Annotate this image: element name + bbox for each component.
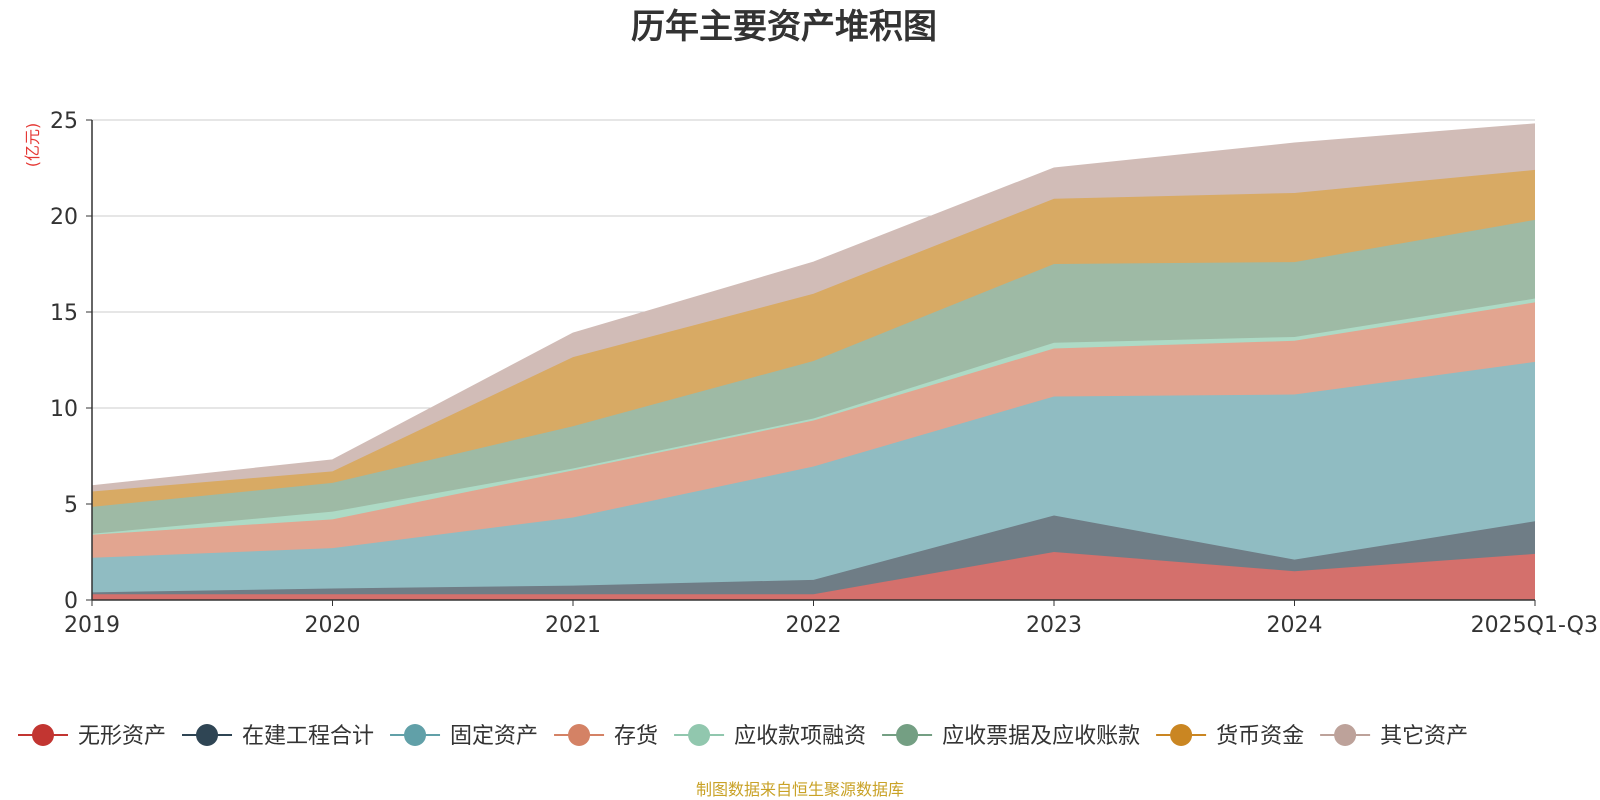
legend-marker-3 [568,724,591,746]
area-series-7 [92,123,1535,492]
legend-label-4: 应收款项融资 [734,724,866,749]
axes: 0 5 10 15 20 25 2019 2020 2021 2022 2023 2024 2025Q1… [50,109,1598,638]
area-series-2 [92,361,1535,593]
legend-marker-0 [32,724,54,746]
y-tick-label-15: 15 [50,301,78,326]
legend-label-3: 存货 [614,724,658,749]
legend-marker-4 [688,724,711,746]
legend-marker-2 [404,724,427,746]
x-tick-label-3: 2022 [786,613,842,638]
area-series-layer [91,123,1536,600]
legend-label-0: 无形资产 [78,724,166,749]
legend-label-1: 在建工程合计 [242,724,374,749]
legend-item-3[interactable]: 存货 [554,724,658,749]
area-series-0 [92,552,1535,600]
legend-item-4[interactable]: 应收款项融资 [674,724,866,749]
legend-marker-5 [896,724,919,746]
x-tick-label-5: 2024 [1267,613,1323,638]
legend-item-6[interactable]: 货币资金 [1156,724,1304,749]
x-tick-label-6: 2025Q1-Q3 [1471,613,1598,638]
y-tick-label-10: 10 [50,397,78,422]
y-tick-label-0: 0 [64,589,78,614]
area-series-7-edge [91,123,1536,487]
legend-item-0[interactable]: 无形资产 [18,724,166,749]
legend-marker-1 [196,724,219,746]
area-series-1 [92,515,1535,595]
legend-marker-6 [1170,724,1193,746]
x-tick-label-0: 2019 [64,613,120,638]
legend-item-7[interactable]: 其它资产 [1320,724,1468,749]
area-series-3 [92,302,1535,558]
legend-item-1[interactable]: 在建工程合计 [182,724,374,749]
x-tick-label-4: 2023 [1026,613,1082,638]
legend-marker-7 [1334,724,1357,746]
legend-item-2[interactable]: 固定资产 [390,724,538,749]
x-tick-label-1: 2020 [305,613,361,638]
y-tick-label-5: 5 [64,493,78,518]
legend-label-6: 货币资金 [1216,724,1304,749]
legend-item-5[interactable]: 应收票据及应收账款 [882,724,1140,749]
area-series-5 [92,219,1535,534]
y-axis-unit: (亿元) [23,123,42,168]
legend-label-5: 应收票据及应收账款 [942,724,1140,749]
data-source-note: 制图数据来自恒生聚源数据库 [696,780,904,799]
area-series-4 [92,298,1535,535]
legend: 无形资产 在建工程合计 固定资产 存货 应收款项融资 应收票据及应收账款 货币资金 其它资产 [18,724,1468,749]
legend-label-7: 其它资产 [1380,724,1468,749]
legend-label-2: 固定资产 [450,724,538,749]
area-series-6 [92,169,1535,507]
chart-title: 历年主要资产堆积图 [631,7,937,47]
y-tick-label-20: 20 [50,205,78,230]
y-tick-label-25: 25 [50,109,78,134]
x-tick-label-2: 2021 [545,613,601,638]
